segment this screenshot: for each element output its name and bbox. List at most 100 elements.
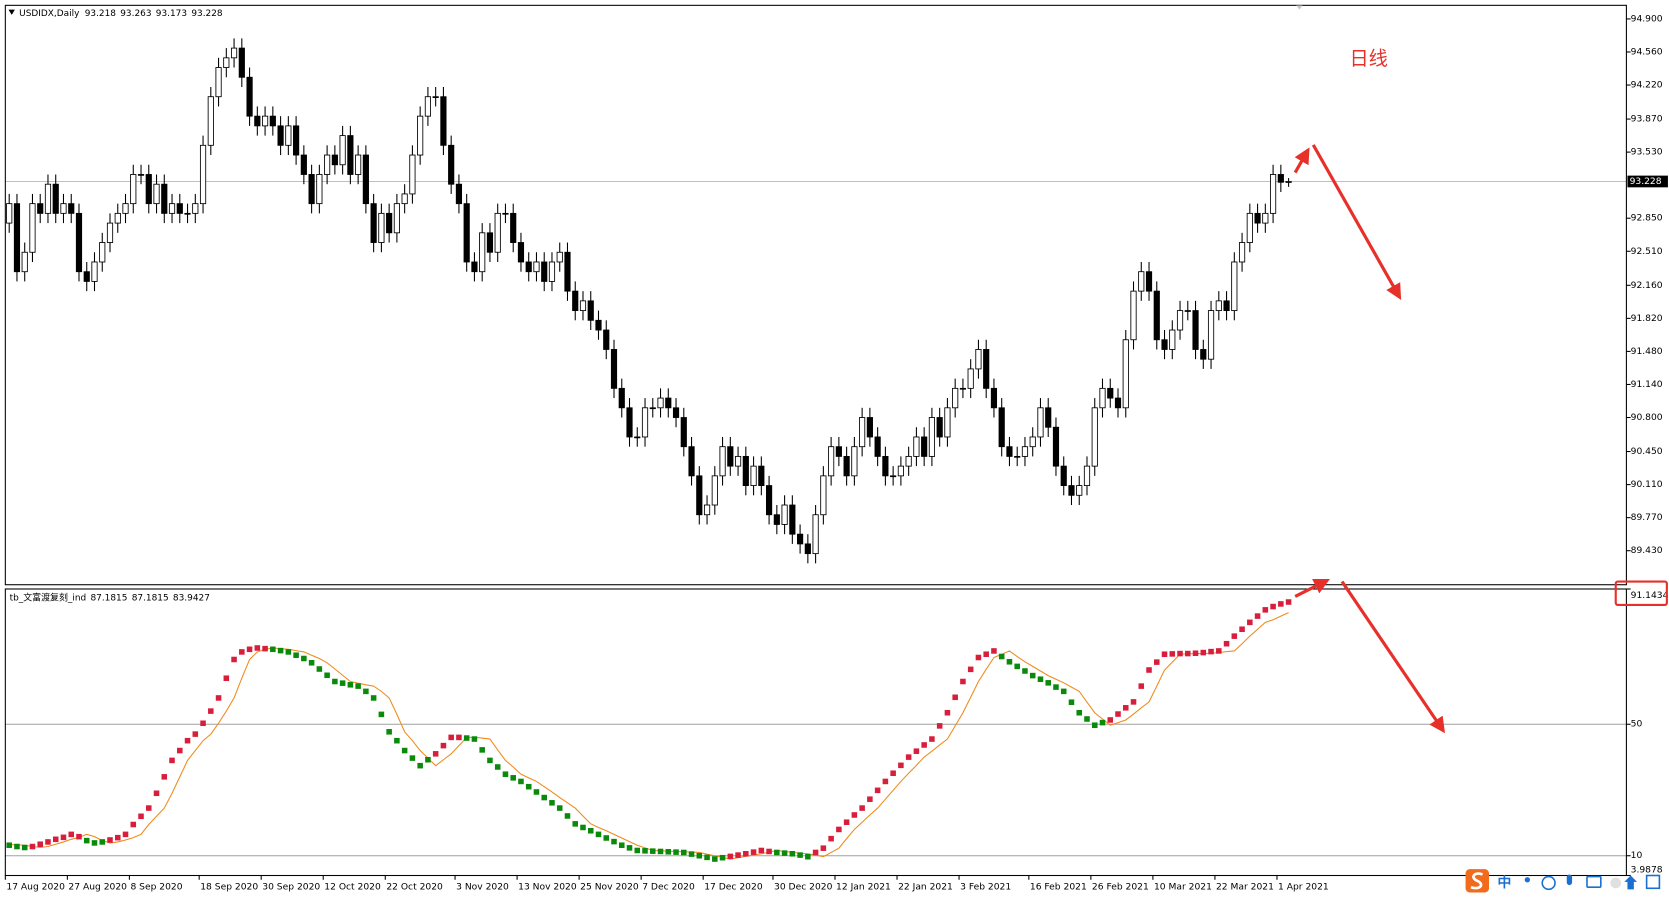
ime-icon[interactable] xyxy=(1586,875,1602,889)
indicator-dot xyxy=(231,656,237,663)
ime-icon[interactable] xyxy=(1541,875,1556,891)
ime-icon[interactable] xyxy=(1624,875,1638,890)
indicator-dot xyxy=(650,848,656,854)
indicator-dot xyxy=(851,812,858,818)
candle-body xyxy=(556,251,563,263)
indicator-dot xyxy=(1208,648,1214,655)
main-panel-frame xyxy=(4,4,1627,586)
indicator-dot xyxy=(525,783,532,790)
candle-body xyxy=(261,115,269,127)
indicator-dot xyxy=(1169,651,1176,657)
indicator-dot xyxy=(867,796,873,802)
candle-body xyxy=(564,251,571,292)
indicator-dot xyxy=(386,729,392,735)
candle-body xyxy=(1122,339,1129,409)
symbol-title: USDIDX,Daily xyxy=(19,8,80,18)
candle-body xyxy=(246,76,253,117)
candle-body xyxy=(952,387,959,409)
candle-body xyxy=(355,154,362,175)
indicator-dot xyxy=(874,787,881,794)
candle-body xyxy=(424,96,432,117)
candle-body xyxy=(742,455,749,486)
indicator-dot xyxy=(91,840,98,846)
x-tick-label: 1 Apr 2021 xyxy=(1278,883,1329,893)
indicator-dot xyxy=(432,751,439,757)
indicator-dot xyxy=(1200,649,1207,656)
ime-mode[interactable]: 中 xyxy=(1498,874,1512,891)
indicator-dot xyxy=(595,831,602,838)
indicator-dot xyxy=(898,762,904,769)
candle-body xyxy=(207,96,214,146)
indicator-dot xyxy=(1037,676,1044,682)
candle-body xyxy=(455,183,463,205)
x-tick-label: 7 Dec 2020 xyxy=(642,883,695,893)
candle-body xyxy=(665,397,672,409)
indicator-dot xyxy=(1138,683,1145,689)
candle-body xyxy=(192,203,199,214)
indicator-dot xyxy=(184,737,191,744)
candle-body xyxy=(750,465,757,486)
x-tick-label: 17 Aug 2020 xyxy=(6,883,65,893)
indicator-dot xyxy=(277,647,284,654)
header-close: 93.228 xyxy=(191,8,223,18)
indicator-value: 87.1815 xyxy=(90,593,127,603)
indicator-dot xyxy=(293,652,299,658)
indicator-dot xyxy=(161,774,168,780)
signal-line xyxy=(9,612,1289,860)
header-low: 93.173 xyxy=(156,8,187,18)
candle-body xyxy=(548,261,556,282)
arrows xyxy=(1293,144,1445,734)
indicator-dot xyxy=(215,695,222,701)
y-tick-label: 10 xyxy=(1631,851,1643,861)
candle-body xyxy=(293,125,300,156)
candle-body xyxy=(215,67,222,98)
candle-body xyxy=(634,436,641,439)
candle-body xyxy=(541,261,548,282)
x-tick-label: 22 Jan 2021 xyxy=(898,883,953,893)
candle-body xyxy=(68,203,75,214)
indicator-dot xyxy=(471,736,478,742)
indicator-dot xyxy=(626,845,633,851)
indicator-dot xyxy=(828,835,834,842)
indicator-dot xyxy=(797,852,803,858)
candle-body xyxy=(959,387,967,390)
candle-body xyxy=(463,203,470,263)
candle-body xyxy=(285,125,292,146)
indicator-dot xyxy=(355,683,361,689)
indicator-dot xyxy=(301,655,307,662)
indicator-dot xyxy=(401,747,408,754)
menu-triangle[interactable] xyxy=(8,9,15,15)
indicator-header: tb_文富渡复刻_ind 87.1815 87.1815 83.9427 xyxy=(10,591,210,603)
candle-body xyxy=(471,261,478,273)
candle-body xyxy=(812,514,819,555)
indicator-panel-frame xyxy=(4,588,1627,877)
candle-body xyxy=(649,407,656,410)
candle-body xyxy=(308,174,315,205)
indicator-dot xyxy=(952,694,958,701)
indicator-dot xyxy=(45,839,51,845)
indicator-dot xyxy=(572,821,579,827)
candle-body xyxy=(269,115,276,127)
ime-icon[interactable] xyxy=(1566,874,1573,886)
ime-icon[interactable] xyxy=(1524,877,1531,883)
ime-icon[interactable] xyxy=(1610,877,1622,889)
x-tick-label: 3 Feb 2021 xyxy=(960,883,1011,893)
indicator-dot xyxy=(487,757,493,764)
indicator-dot xyxy=(719,854,726,861)
candle-body xyxy=(1037,407,1044,438)
indicator-dot xyxy=(1014,663,1020,670)
indicator-dot xyxy=(944,709,951,716)
indicator-dot xyxy=(518,778,524,785)
x-tick-label: 17 Dec 2020 xyxy=(704,883,763,893)
indicator-dot xyxy=(1045,680,1051,686)
indicator-dot xyxy=(1262,607,1269,613)
candle-body xyxy=(176,203,183,214)
candle-body xyxy=(362,154,369,205)
indicator-dot xyxy=(936,723,943,729)
ime-icon[interactable] xyxy=(1645,874,1661,890)
candle-body xyxy=(52,183,59,214)
indicator-dot xyxy=(789,850,796,857)
x-tick-label: 30 Sep 2020 xyxy=(262,883,320,893)
indicator-dot xyxy=(1091,722,1098,729)
